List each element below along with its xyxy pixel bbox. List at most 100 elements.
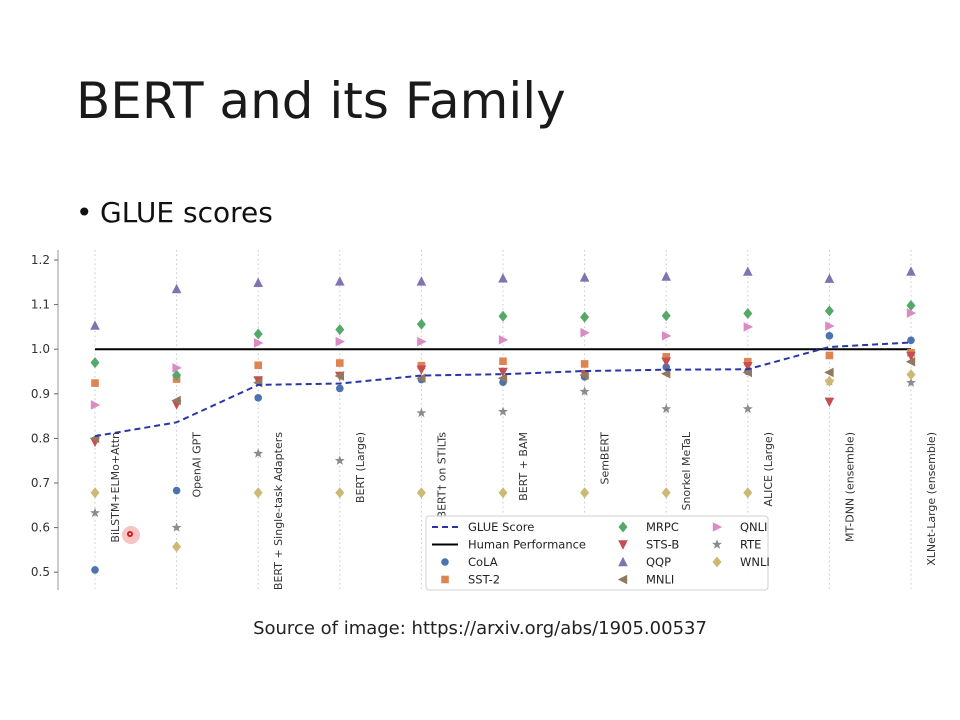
legend-swatch-rte — [712, 539, 722, 549]
sst-2-point — [91, 379, 99, 387]
mnli-point — [824, 367, 834, 378]
legend-label-qnli: QNLI — [740, 520, 767, 534]
rte-point — [253, 448, 264, 458]
legend-swatch-wnli — [712, 556, 722, 568]
wnli-point — [253, 487, 263, 499]
glue-score-line — [94, 341, 912, 438]
cola-point — [907, 336, 915, 345]
mnli-point — [416, 373, 426, 383]
rte-point — [742, 403, 753, 414]
rte-point — [334, 455, 345, 465]
wnli-point — [743, 487, 753, 499]
rte-point — [661, 403, 672, 414]
legend-swatch-qqp — [618, 556, 628, 567]
sts-b-point — [416, 365, 427, 375]
mrpc-point — [90, 357, 100, 369]
glue-scores-chart: 0.5 0.6 0.7 0.8 0.9 1.0 1.1 1.2 BiLSTM+ELMo+Attn… — [31, 250, 938, 591]
legend-label-wnli: WNLI — [740, 555, 770, 569]
legend-label-glue-score: GLUE Score — [468, 520, 534, 534]
legend-swatch-sts-b — [618, 540, 628, 550]
chart-legend — [425, 515, 769, 591]
y-tick-label: 0.8 — [31, 431, 50, 445]
qnli-point — [906, 308, 917, 318]
y-tick-label: 1.2 — [31, 253, 50, 267]
x-tick-label: MT-DNN (ensemble) — [843, 432, 856, 542]
sts-b-point — [498, 367, 508, 378]
sts-b-point — [906, 351, 916, 362]
qqp-point — [498, 273, 508, 283]
legend-label-mnli: MNLI — [646, 573, 674, 587]
mrpc-point — [498, 310, 508, 322]
rte-point — [416, 407, 427, 418]
mrpc-point — [743, 308, 753, 320]
y-tick-label: 1.0 — [31, 342, 50, 356]
sst-2-point — [254, 361, 262, 370]
qqp-point — [824, 273, 835, 283]
x-tick-label: BERT† on STILTs — [435, 432, 448, 519]
sts-b-point — [743, 361, 753, 372]
legend-label-sts-b: STS-B — [646, 538, 679, 552]
x-tick-label: Snorkel MeTaL — [680, 431, 693, 510]
bullet-text: GLUE scores — [100, 196, 273, 229]
y-tick-label: 0.9 — [31, 387, 50, 401]
legend-swatch-sst-2 — [441, 575, 449, 584]
qnli-point — [580, 327, 590, 338]
wnli-point — [498, 487, 508, 499]
wnli-point — [661, 487, 671, 499]
cola-point — [172, 486, 181, 495]
legend-label-sst-2: SST-2 — [468, 573, 500, 587]
wnli-point — [416, 487, 426, 499]
qnli-point — [335, 336, 345, 347]
x-tick-label: SemBERT — [599, 432, 612, 485]
mrpc-point — [580, 311, 590, 323]
mrpc-point — [661, 310, 671, 322]
qnli-point — [172, 363, 182, 373]
sst-2-point — [580, 360, 589, 368]
mrpc-point — [416, 318, 426, 330]
y-tick-label: 0.6 — [31, 521, 50, 535]
sst-2-point — [825, 351, 834, 360]
wnli-point — [90, 487, 100, 499]
bullet-item: • GLUE scores — [76, 196, 273, 229]
x-tick-label: ALICE (Large) — [762, 432, 775, 507]
qnli-point — [743, 322, 753, 332]
legend-label-cola: CoLA — [468, 555, 498, 569]
legend-swatch-mrpc — [618, 521, 628, 533]
pointer-highlight-icon — [122, 526, 140, 544]
x-tick-label: BERT (Large) — [354, 432, 367, 503]
qnli-point — [90, 400, 101, 410]
wnli-point — [824, 375, 834, 387]
x-tick-label: BERT + Single-task Adapters — [272, 432, 285, 590]
qqp-point — [661, 271, 671, 281]
mrpc-point — [335, 324, 345, 336]
sst-2-point — [336, 359, 344, 367]
y-tick-label: 0.5 — [31, 565, 50, 579]
qqp-point — [416, 276, 427, 286]
qqp-point — [253, 277, 263, 287]
legend-swatch-mnli — [617, 574, 628, 585]
cola-point — [91, 566, 99, 574]
x-tick-label: BiLSTM+ELMo+Attn — [109, 432, 122, 543]
x-tick-label: OpenAI GPT — [191, 432, 204, 498]
sts-b-point — [824, 397, 835, 408]
legend-swatch-cola — [441, 558, 449, 566]
wnli-point — [906, 369, 916, 381]
rte-point — [90, 507, 100, 518]
y-tick-label: 1.1 — [31, 298, 50, 312]
mrpc-point — [253, 328, 263, 340]
wnli-point — [335, 487, 345, 499]
qnli-point — [417, 336, 427, 347]
rte-point — [171, 522, 182, 532]
mnli-point — [497, 373, 508, 383]
cola-point — [336, 384, 344, 393]
mnli-point — [905, 356, 916, 367]
x-tick-label: XLNet-Large (ensemble) — [925, 432, 938, 566]
wnli-point — [580, 487, 590, 499]
legend-label-mrpc: MRPC — [646, 520, 679, 534]
mnli-point — [579, 370, 589, 380]
mrpc-point — [906, 299, 916, 311]
mnli-point — [742, 367, 752, 378]
mrpc-point — [172, 369, 182, 381]
x-tick-label: BERT + BAM — [517, 432, 530, 501]
mnli-point — [661, 368, 671, 379]
